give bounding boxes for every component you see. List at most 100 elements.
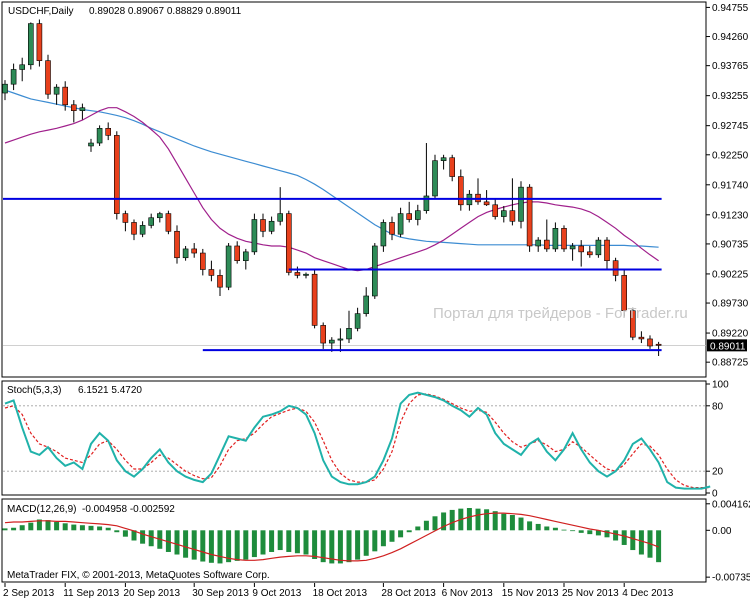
candle-body [328,339,335,344]
candle-body [432,160,438,197]
candle-body [294,272,301,276]
macd-bar [36,519,42,531]
candle-body [27,23,34,66]
macd-bar [320,530,326,563]
candle-body [389,222,395,235]
macd-bar [518,517,524,531]
macd-bar [208,530,214,563]
candle-body [88,142,94,147]
macd-bar [415,526,421,531]
candle [131,219,137,241]
candle [440,154,447,170]
candle-body [285,213,292,273]
candle [586,245,593,258]
macd-bar [286,530,292,552]
macd-bar [148,530,154,547]
candle [139,221,146,238]
stochastic-values: 6.1521 5.4720 [78,385,142,396]
candle-body [165,213,172,232]
candle [79,103,86,120]
candle [509,178,516,226]
candle [371,243,378,299]
candle-body [638,336,645,340]
candle-body [526,186,533,247]
macd-values: -0.004958 -0.002592 [82,504,175,515]
macd-bar [621,530,627,545]
candle-body [655,343,662,346]
stochastic-tick-label: 0 [712,489,718,500]
macd-bar [45,520,51,531]
macd-bar [131,530,137,541]
macd-bar [509,515,515,531]
price-tick-label: 0.89730 [712,299,749,310]
macd-panel[interactable] [1,498,707,583]
candle-body [363,295,370,314]
candle-body [346,328,352,340]
candle-body [354,313,361,329]
candle [500,205,507,223]
candle [174,225,180,264]
macd-bar [423,520,429,531]
candle [268,216,275,235]
macd-bar [97,526,103,531]
macd-bar [277,530,283,551]
candle-body [157,213,163,219]
candle-body [2,83,8,94]
candle-body [578,245,585,253]
macd-bar [544,526,550,531]
candle-body [586,251,593,256]
candle [200,248,206,276]
symbol-label: USDCHF,Daily [8,6,74,17]
time-tick-label: 20 Sep 2013 [123,588,180,599]
candle [122,210,129,232]
macd-bar [406,530,412,533]
price-tick-label: 0.93255 [712,91,749,102]
candle [647,335,653,349]
candle [191,243,197,258]
candle [62,81,69,111]
ohlc-label: 0.89028 0.89067 0.88829 0.89011 [89,6,242,17]
time-tick-label: 4 Dec 2013 [622,588,674,599]
candle [320,322,327,349]
macd-bar [183,530,189,558]
macd-bar [303,530,309,555]
candle [337,328,344,352]
macd-tick-label: 0.00 [712,526,732,537]
watermark: Портал для трейдеров - ForTrader.ru [433,305,688,322]
candle-body [19,64,26,70]
macd-bar [475,508,481,531]
candle-body [234,245,240,261]
candle [380,219,387,252]
candle [397,207,404,238]
candle [569,243,576,261]
candle-body [200,252,206,270]
candle [363,287,370,317]
candle [234,241,240,264]
candle [208,260,215,282]
macd-bar [578,530,584,533]
candle [277,187,284,226]
horizontal-levels[interactable] [3,197,662,352]
candle-body [621,275,628,311]
macd-bar [88,525,94,531]
candle [157,211,163,223]
macd-bar [346,530,352,563]
candle-body [423,195,430,211]
candle [88,138,94,152]
macd-bar [587,530,593,535]
stochastic-panel[interactable] [1,380,707,496]
candle [45,54,51,99]
price-tick-label: 0.94755 [712,3,749,14]
stochastic-title: Stoch(5,3,3) [7,385,61,396]
candle [217,269,223,296]
candle-body [337,338,344,341]
ma-fast-line [4,107,659,272]
stochastic-axis: 100 80 20 0 [706,380,729,500]
candle [449,154,456,182]
candle [96,125,103,146]
macd-bar [604,530,610,538]
candle [251,213,258,255]
macd-bar [432,516,438,531]
candle-body [406,213,413,220]
